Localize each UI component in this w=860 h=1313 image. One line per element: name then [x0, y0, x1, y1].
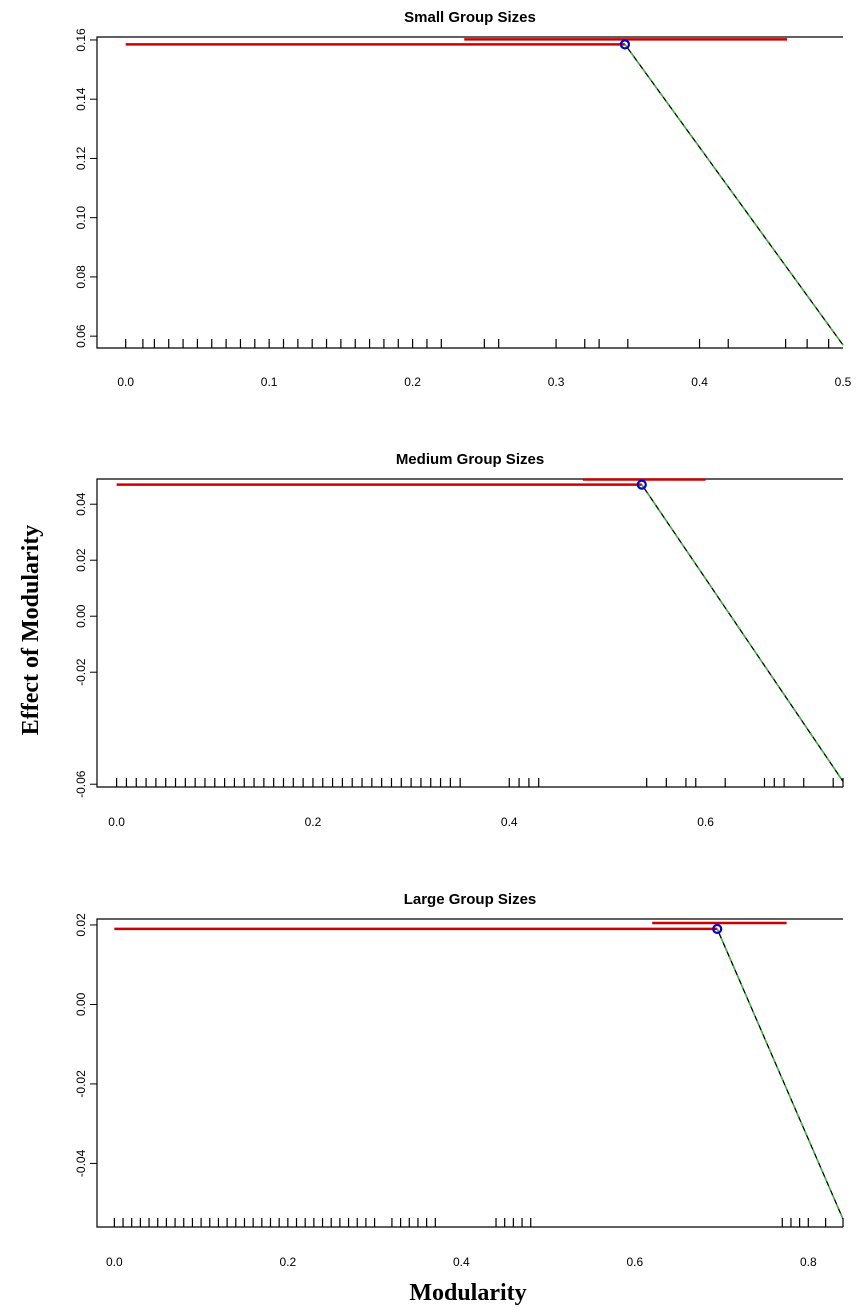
x-tick-label: 0.2	[305, 815, 322, 829]
plot-frame	[96, 478, 843, 788]
y-tick-label: 0.02	[74, 913, 88, 937]
y-tick-label: -0.04	[74, 1149, 88, 1177]
chart-title: Large Group Sizes	[404, 891, 537, 908]
breakpoint-marker	[636, 479, 647, 490]
y-axis-label: Effect of Modularity	[18, 525, 44, 736]
x-tick-label: 0.3	[548, 375, 565, 389]
y-tick-label: 0.16	[74, 28, 88, 52]
x-tick-label: 0.6	[697, 815, 714, 829]
chart-title: Small Group Sizes	[404, 9, 536, 26]
breakpoint-marker	[712, 923, 723, 935]
y-tick-label: 0.14	[74, 87, 88, 111]
y-tick-label: 0.02	[74, 548, 88, 572]
y-tick-label: 0.06	[74, 324, 88, 348]
x-tick-label: 0.4	[501, 815, 518, 829]
y-tick-label: 0.00	[74, 604, 88, 628]
x-tick-label: 0.4	[691, 375, 708, 389]
x-tick-label: 0.4	[453, 1255, 470, 1269]
fit-line	[624, 44, 844, 346]
x-tick-label: 0.5	[835, 375, 852, 389]
x-axis-label: Modularity	[409, 1280, 526, 1306]
y-tick-label: -0.06	[74, 770, 88, 798]
y-tick-label: 0.08	[74, 265, 88, 289]
x-tick-label: 0.2	[279, 1255, 296, 1269]
x-tick-label: 0.0	[117, 375, 134, 389]
plot-frame	[96, 918, 843, 1228]
chart-title: Medium Group Sizes	[396, 451, 544, 468]
y-tick-label: 0.00	[74, 992, 88, 1016]
y-tick-label: 0.04	[74, 492, 88, 516]
x-tick-label: 0.8	[800, 1255, 817, 1269]
x-tick-label: 0.6	[626, 1255, 643, 1269]
fit-dashed-line	[716, 928, 844, 1220]
y-tick-label: 0.10	[74, 206, 88, 230]
x-tick-label: 0.0	[108, 815, 125, 829]
fit-dashed-line	[624, 43, 844, 346]
fit-line	[641, 484, 844, 782]
fit-line	[716, 928, 844, 1220]
y-tick-label: -0.02	[74, 658, 88, 686]
breakpoint-marker	[619, 39, 631, 50]
x-tick-label: 0.1	[261, 375, 278, 389]
x-tick-label: 0.0	[106, 1255, 123, 1269]
plot-frame	[96, 36, 843, 349]
y-tick-label: -0.02	[74, 1070, 88, 1098]
x-tick-label: 0.2	[404, 375, 421, 389]
y-tick-label: 0.12	[74, 146, 88, 170]
